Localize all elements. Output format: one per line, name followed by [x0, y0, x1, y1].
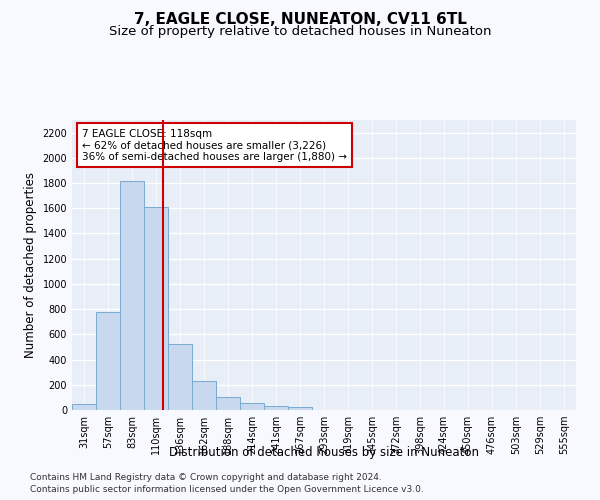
Text: 7 EAGLE CLOSE: 118sqm
← 62% of detached houses are smaller (3,226)
36% of semi-d: 7 EAGLE CLOSE: 118sqm ← 62% of detached …	[82, 128, 347, 162]
Bar	[216, 397, 240, 410]
Bar	[72, 404, 96, 410]
Bar	[240, 403, 264, 410]
Bar	[192, 381, 216, 410]
Y-axis label: Number of detached properties: Number of detached properties	[24, 172, 37, 358]
Bar	[264, 406, 288, 410]
Text: 7, EAGLE CLOSE, NUNEATON, CV11 6TL: 7, EAGLE CLOSE, NUNEATON, CV11 6TL	[134, 12, 466, 28]
Text: Size of property relative to detached houses in Nuneaton: Size of property relative to detached ho…	[109, 25, 491, 38]
Bar	[144, 207, 168, 410]
Text: Contains HM Land Registry data © Crown copyright and database right 2024.: Contains HM Land Registry data © Crown c…	[30, 474, 382, 482]
Bar	[120, 180, 144, 410]
Bar	[288, 408, 312, 410]
Bar	[168, 344, 192, 410]
Text: Contains public sector information licensed under the Open Government Licence v3: Contains public sector information licen…	[30, 485, 424, 494]
Bar	[96, 312, 120, 410]
Text: Distribution of detached houses by size in Nuneaton: Distribution of detached houses by size …	[169, 446, 479, 459]
